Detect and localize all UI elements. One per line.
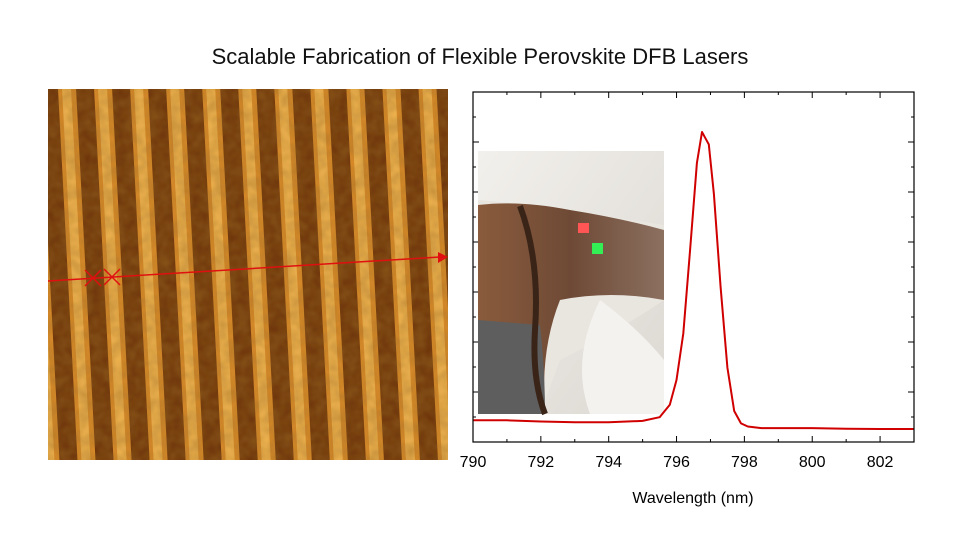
x-tick-label-794: 794: [595, 454, 622, 471]
afm-profile-arrowhead: [438, 252, 448, 263]
afm-profile-line: [48, 256, 441, 282]
afm-image: [48, 89, 448, 460]
x-tick-label-802: 802: [867, 454, 894, 471]
figure-title: Scalable Fabrication of Flexible Perovsk…: [211, 44, 749, 69]
x-axis-tick-labels: 790 792 794 796 798 800 802: [460, 454, 894, 471]
x-tick-label-798: 798: [731, 454, 758, 471]
red-laser-spot: [578, 223, 589, 233]
x-tick-label-796: 796: [663, 454, 690, 471]
green-laser-spot: [592, 243, 603, 254]
plot-frame: [472, 91, 915, 443]
afm-cursor-markers: [84, 268, 121, 287]
x-tick-label-800: 800: [799, 454, 826, 471]
x-tick-label-790: 790: [460, 454, 487, 471]
x-tick-label-792: 792: [527, 454, 554, 471]
spectrum-series-line: [473, 131, 914, 430]
x-axis-label: Wavelength (nm): [632, 490, 753, 507]
inset-photo: [478, 151, 664, 416]
